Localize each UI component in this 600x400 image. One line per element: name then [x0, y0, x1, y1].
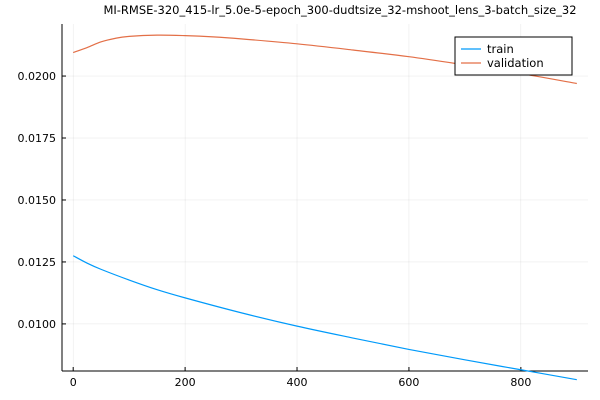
x-tick-label: 400 [287, 376, 308, 389]
x-tick-label: 200 [175, 376, 196, 389]
series-line-validation [72, 34, 577, 85]
axes-layer: 0 200 400 600 800 0.0100 0.0125 0.0150 0.0175 0.0… [18, 24, 588, 389]
x-tick-label: 0 [70, 376, 77, 389]
y-tick-label: 0.0100 [18, 318, 57, 331]
y-tick-label: 0.0200 [18, 70, 57, 83]
grid-layer [62, 24, 588, 371]
legend-label-train: train [487, 42, 514, 56]
y-tick-label: 0.0125 [18, 256, 57, 269]
chart-title: MI-RMSE-320_415-lr_5.0e-5-epoch_300-dudt… [103, 3, 576, 17]
legend-box [454, 36, 573, 76]
x-tick-label: 600 [398, 376, 419, 389]
x-tick-label: 800 [510, 376, 531, 389]
legend-label-validation: validation [487, 56, 544, 70]
y-tick-label: 0.0175 [18, 132, 57, 145]
series-layer [72, 34, 577, 381]
series-line-train [72, 255, 577, 381]
y-tick-label: 0.0150 [18, 194, 57, 207]
